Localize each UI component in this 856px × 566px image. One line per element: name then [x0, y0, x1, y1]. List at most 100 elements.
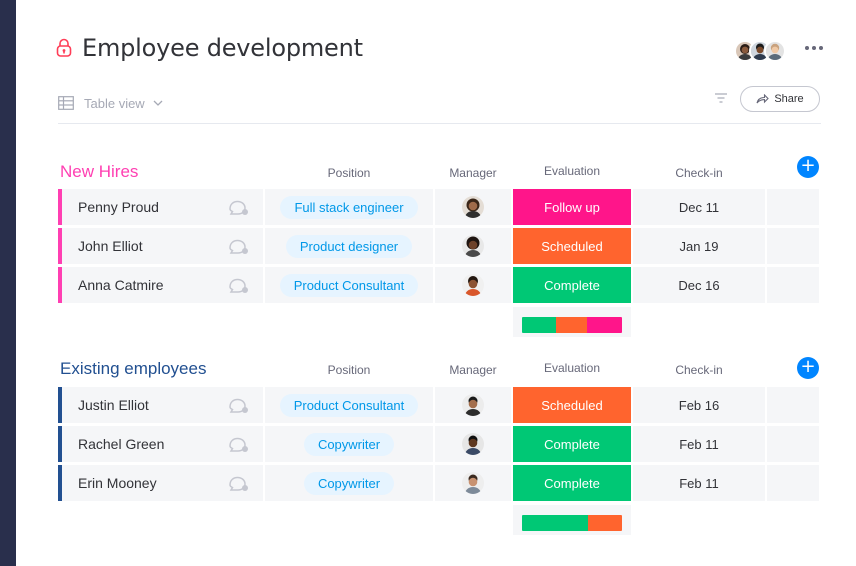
column-header-manager[interactable]: Manager	[449, 166, 497, 180]
status-distribution-bar	[522, 515, 622, 531]
share-label: Share	[774, 93, 804, 105]
position-tag: Product Consultant	[279, 273, 419, 297]
empty-cell[interactable]	[767, 228, 819, 264]
avatar	[462, 433, 484, 455]
checkin-date[interactable]: Jan 19	[633, 228, 765, 264]
share-arrow-icon	[756, 94, 770, 104]
empty-cell[interactable]	[767, 465, 819, 501]
chat-bubble-icon[interactable]	[227, 238, 249, 256]
column-header-manager[interactable]: Manager	[449, 363, 497, 377]
empty-cell[interactable]	[767, 426, 819, 462]
manager-cell[interactable]	[435, 189, 511, 225]
table-row[interactable]: Justin Elliot Product Consultant Schedul…	[58, 387, 828, 423]
group-title[interactable]: Existing employees	[60, 359, 207, 378]
checkin-date[interactable]: Dec 16	[633, 267, 765, 303]
column-header-evaluation[interactable]: Evaluation	[543, 164, 601, 178]
column-header-position[interactable]: Position	[327, 363, 371, 377]
checkin-date[interactable]: Feb 11	[633, 426, 765, 462]
avatar	[462, 274, 484, 296]
add-column-button[interactable]: +	[797, 357, 819, 379]
item-name-cell[interactable]: Justin Elliot	[58, 387, 263, 423]
item-name-cell[interactable]: John Elliot	[58, 228, 263, 264]
add-column-button[interactable]: +	[797, 156, 819, 178]
table-icon	[58, 96, 74, 110]
position-tag: Copywriter	[303, 471, 395, 495]
column-header-checkin[interactable]: Check-in	[675, 363, 723, 377]
group-existing-employees: Existing employees Position Manager Eval…	[58, 355, 828, 535]
avatar	[462, 196, 484, 218]
item-name-cell[interactable]: Anna Catmire	[58, 267, 263, 303]
manager-cell[interactable]	[435, 465, 511, 501]
evaluation-status[interactable]: Complete	[513, 426, 631, 462]
item-name: John Elliot	[78, 238, 143, 254]
position-tag: Product designer	[285, 234, 413, 258]
group-title[interactable]: New Hires	[60, 162, 139, 181]
lock-icon	[56, 38, 74, 58]
item-name-cell[interactable]: Rachel Green	[58, 426, 263, 462]
checkin-date[interactable]: Dec 11	[633, 189, 765, 225]
share-button[interactable]: Share	[740, 86, 820, 112]
item-name: Erin Mooney	[78, 475, 157, 491]
chat-bubble-icon[interactable]	[227, 277, 249, 295]
manager-cell[interactable]	[435, 228, 511, 264]
column-header-evaluation[interactable]: Evaluation	[543, 361, 601, 375]
more-icon[interactable]	[804, 38, 824, 58]
position-cell[interactable]: Copywriter	[265, 465, 433, 501]
position-cell[interactable]: Full stack engineer	[265, 189, 433, 225]
position-cell[interactable]: Product designer	[265, 228, 433, 264]
evaluation-status[interactable]: Scheduled	[513, 387, 631, 423]
manager-cell[interactable]	[435, 387, 511, 423]
evaluation-summary[interactable]	[513, 307, 631, 337]
avatar[interactable]	[764, 40, 786, 62]
avatar	[462, 394, 484, 416]
empty-cell[interactable]	[767, 267, 819, 303]
chat-bubble-icon[interactable]	[227, 397, 249, 415]
chat-bubble-icon[interactable]	[227, 199, 249, 217]
evaluation-summary[interactable]	[513, 505, 631, 535]
item-name: Anna Catmire	[78, 277, 164, 293]
position-cell[interactable]: Copywriter	[265, 426, 433, 462]
table-row[interactable]: Penny Proud Full stack engineer Follow u…	[58, 189, 828, 225]
empty-cell[interactable]	[767, 387, 819, 423]
empty-cell[interactable]	[767, 189, 819, 225]
position-cell[interactable]: Product Consultant	[265, 387, 433, 423]
column-header-checkin[interactable]: Check-in	[675, 166, 723, 180]
item-name: Rachel Green	[78, 436, 165, 452]
checkin-date[interactable]: Feb 11	[633, 465, 765, 501]
table-row[interactable]: Erin Mooney Copywriter Complete Feb 11	[58, 465, 828, 501]
position-tag: Product Consultant	[279, 393, 419, 417]
board-members[interactable]	[734, 40, 786, 62]
summary-segment-scheduled	[556, 317, 587, 333]
summary-segment-scheduled	[588, 515, 622, 531]
checkin-date[interactable]: Feb 16	[633, 387, 765, 423]
board-page: Employee development Table view Share Ne…	[16, 0, 856, 566]
avatar	[462, 235, 484, 257]
group-header: New Hires Position Manager Evaluation Ch…	[58, 156, 828, 186]
table-row[interactable]: Rachel Green Copywriter Complete Feb 11	[58, 426, 828, 462]
group-header: Existing employees Position Manager Eval…	[58, 355, 828, 383]
item-name-cell[interactable]: Penny Proud	[58, 189, 263, 225]
evaluation-status[interactable]: Complete	[513, 267, 631, 303]
filter-icon[interactable]	[715, 93, 727, 103]
summary-segment-follow-up	[587, 317, 622, 333]
table-row[interactable]: John Elliot Product designer Scheduled J…	[58, 228, 828, 264]
position-cell[interactable]: Product Consultant	[265, 267, 433, 303]
add-icon: +	[800, 356, 816, 377]
chat-bubble-icon[interactable]	[227, 475, 249, 493]
evaluation-status[interactable]: Complete	[513, 465, 631, 501]
column-header-position[interactable]: Position	[327, 166, 371, 180]
board-header: Employee development	[56, 32, 363, 64]
chat-bubble-icon[interactable]	[227, 436, 249, 454]
manager-cell[interactable]	[435, 267, 511, 303]
table-row[interactable]: Anna Catmire Product Consultant Complete…	[58, 267, 828, 303]
manager-cell[interactable]	[435, 426, 511, 462]
evaluation-status[interactable]: Follow up	[513, 189, 631, 225]
view-selector[interactable]: Table view	[58, 92, 163, 114]
header-divider	[58, 123, 821, 124]
item-name-cell[interactable]: Erin Mooney	[58, 465, 263, 501]
evaluation-status[interactable]: Scheduled	[513, 228, 631, 264]
group-new-hires: New Hires Position Manager Evaluation Ch…	[58, 156, 828, 337]
board-title: Employee development	[82, 34, 363, 62]
item-name: Penny Proud	[78, 199, 159, 215]
left-sidebar-strip	[0, 0, 16, 566]
